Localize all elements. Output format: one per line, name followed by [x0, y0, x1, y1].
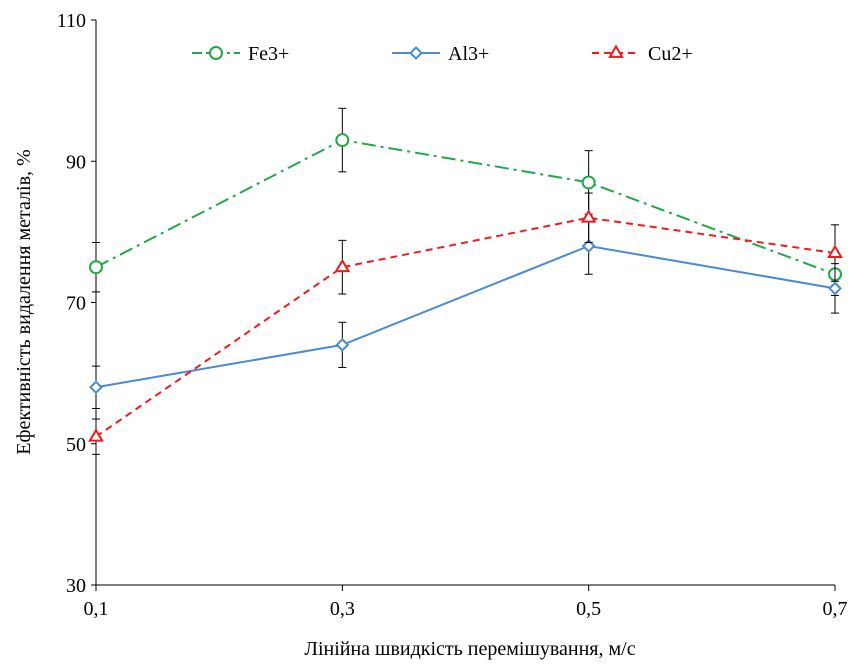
- legend-label: Al3+: [448, 43, 489, 65]
- series-layer: [88, 107, 843, 455]
- x-axis-title: Лінійна швидкість перемішування, м/с: [304, 638, 635, 660]
- x-tick-label: 0,3: [330, 598, 355, 620]
- legend-label: Cu2+: [648, 43, 693, 65]
- data-point: [581, 239, 596, 253]
- data-point: [89, 380, 103, 395]
- x-tick-label: 0,7: [823, 598, 848, 620]
- y-axis-title: Ефективність видалення металів, %: [13, 149, 35, 454]
- x-tick-label: 0,1: [84, 598, 109, 620]
- data-point: [88, 428, 104, 442]
- legend-item-al3: Al3+: [392, 43, 489, 65]
- series-cu2: [88, 192, 843, 455]
- y-tick-label: 90: [66, 151, 86, 173]
- axes: 30 50 70 90 110 0,1 0,3 0,5 0,7: [57, 10, 848, 620]
- series-fe3: [89, 107, 842, 296]
- data-point: [581, 175, 596, 190]
- legend-item-fe3: Fe3+: [192, 43, 289, 65]
- x-tick-label: 0,5: [576, 598, 601, 620]
- y-tick-label: 110: [57, 10, 86, 32]
- data-point: [335, 133, 350, 148]
- data-point: [89, 260, 103, 275]
- legend-marker: [608, 44, 624, 58]
- series-al3: [89, 217, 842, 409]
- series-line: [95, 244, 836, 389]
- legend-marker: [209, 46, 223, 60]
- data-point: [334, 258, 351, 273]
- legend: Fe3+ Al3+ Cu2+: [192, 43, 693, 65]
- legend-item-cu2: Cu2+: [592, 43, 693, 65]
- data-point: [580, 209, 597, 223]
- legend-marker: [409, 46, 423, 60]
- y-tick-label: 70: [66, 293, 86, 315]
- data-point: [335, 337, 350, 352]
- y-tick-label: 30: [66, 575, 86, 597]
- series-line: [95, 139, 836, 276]
- legend-label: Fe3+: [248, 43, 289, 65]
- series-line: [95, 216, 836, 438]
- data-point: [828, 281, 842, 296]
- data-point: [827, 244, 843, 258]
- y-tick-label: 50: [66, 434, 86, 456]
